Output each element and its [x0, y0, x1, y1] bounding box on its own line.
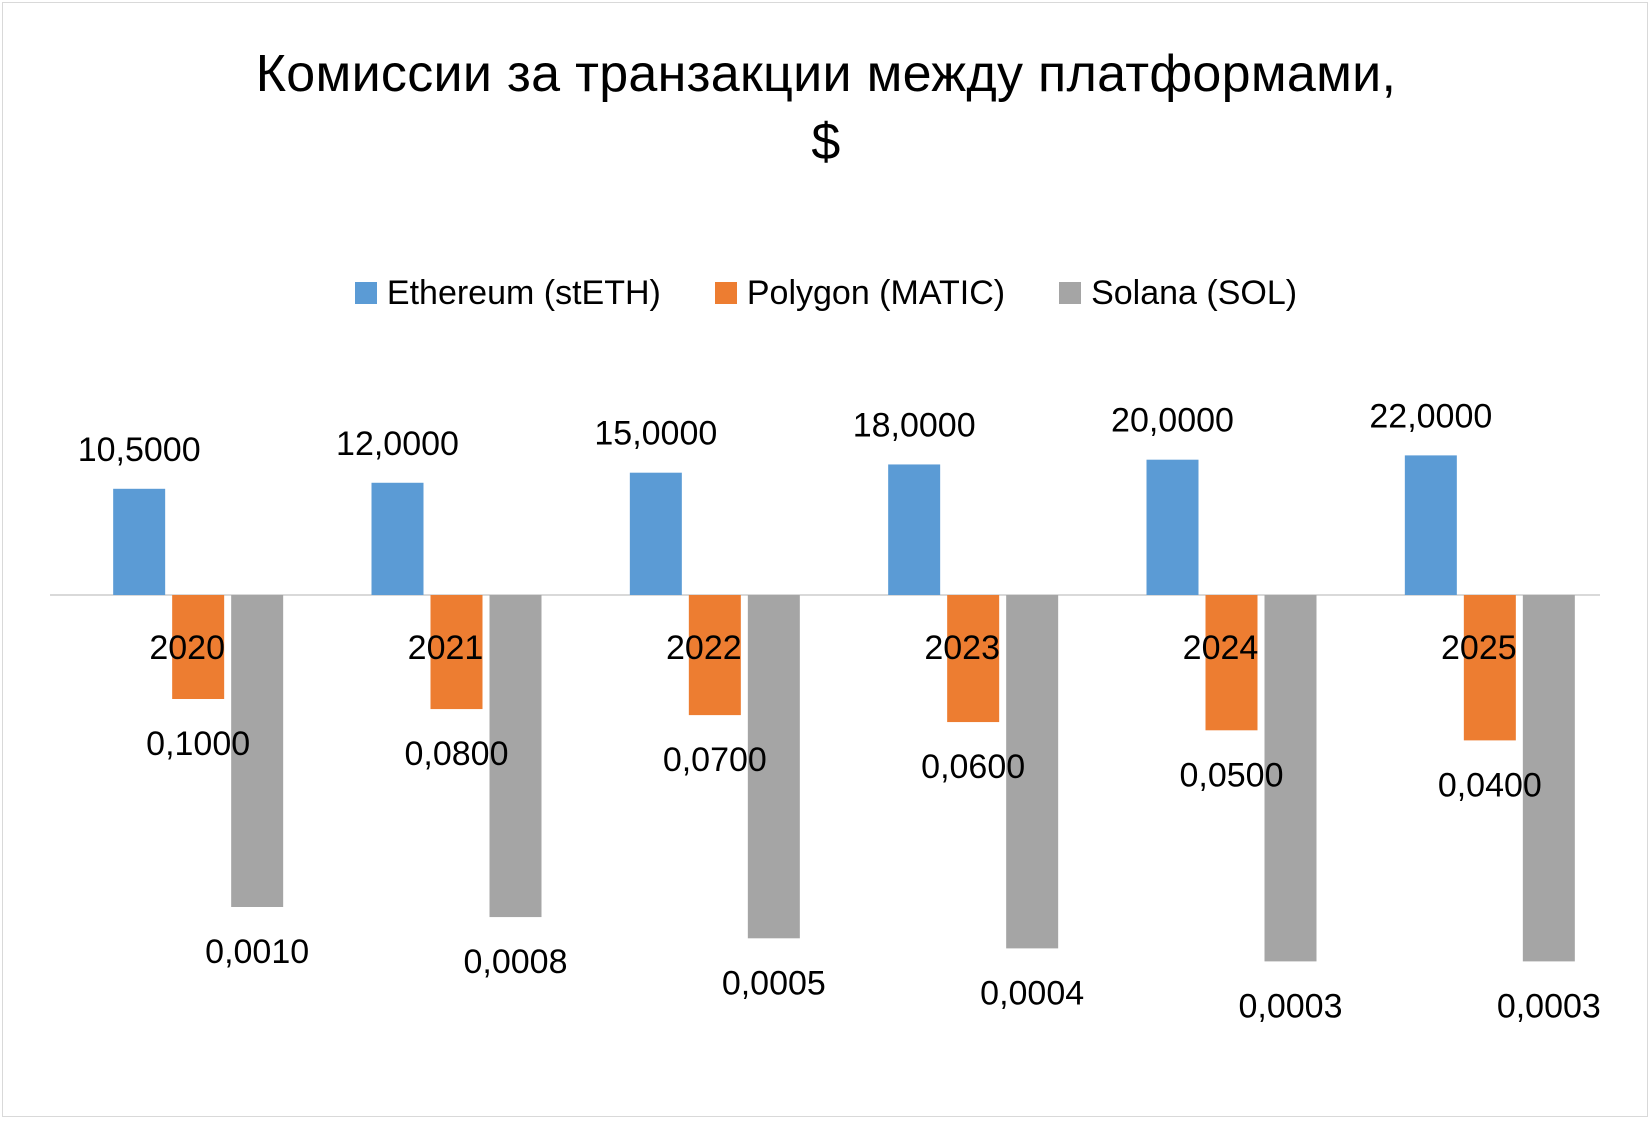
legend-swatch-solana	[1059, 282, 1082, 304]
data-label-polygon-2023: 0,0600	[921, 748, 1025, 786]
data-label-solana-2025: 0,0003	[1497, 987, 1601, 1025]
category-label-2023: 2023	[924, 629, 1000, 667]
bar-ethereum-2021	[371, 482, 424, 595]
bar-solana-2025	[1522, 595, 1575, 962]
data-label-polygon-2021: 0,0800	[405, 735, 509, 773]
data-label-ethereum-2021: 12,0000	[336, 425, 459, 463]
bar-solana-2023	[1006, 595, 1059, 949]
legend-label-ethereum: Ethereum (stETH)	[386, 273, 661, 312]
legend-item-solana: Solana (SOL)	[1059, 274, 1297, 313]
bar-ethereum-2022	[629, 472, 682, 595]
bar-solana-2022	[747, 595, 800, 939]
data-label-polygon-2022: 0,0700	[663, 741, 767, 779]
category-label-2024: 2024	[1183, 629, 1259, 667]
data-label-ethereum-2020: 10,5000	[78, 431, 201, 469]
category-label-2021: 2021	[408, 629, 484, 667]
bar-polygon-2020	[172, 595, 225, 699]
bar-ethereum-2020	[113, 488, 166, 595]
bar-ethereum-2024	[1146, 459, 1199, 595]
data-label-ethereum-2024: 20,0000	[1111, 402, 1234, 440]
chart-legend: Ethereum (stETH) Polygon (MATIC) Solana …	[0, 268, 1652, 318]
legend-swatch-polygon	[714, 282, 737, 304]
bar-solana-2021	[489, 595, 542, 918]
bar-solana-2024	[1264, 595, 1317, 962]
legend-swatch-ethereum	[354, 282, 377, 304]
chart-title: Комиссии за транзакции между платформами…	[0, 40, 1652, 176]
bar-ethereum-2025	[1404, 455, 1457, 595]
data-label-solana-2021: 0,0008	[464, 943, 568, 981]
data-label-polygon-2025: 0,0400	[1438, 766, 1542, 804]
chart-title-line-2: $	[811, 113, 841, 171]
data-label-polygon-2020: 0,1000	[146, 725, 250, 763]
chart-title-line-1: Комиссии за транзакции между платформами…	[255, 45, 1397, 103]
data-label-ethereum-2022: 15,0000	[594, 415, 717, 453]
bar-ethereum-2023	[888, 464, 941, 595]
legend-label-polygon: Polygon (MATIC)	[746, 273, 1006, 312]
data-label-ethereum-2023: 18,0000	[853, 406, 976, 444]
bar-solana-2020	[231, 595, 284, 907]
data-label-polygon-2024: 0,0500	[1180, 756, 1284, 794]
bar-polygon-2021	[430, 595, 483, 710]
data-label-solana-2020: 0,0010	[205, 933, 309, 971]
category-label-2020: 2020	[149, 629, 225, 667]
bar-polygon-2022	[688, 595, 741, 716]
data-label-solana-2024: 0,0003	[1239, 987, 1343, 1025]
category-label-2025: 2025	[1441, 629, 1517, 667]
legend-label-solana: Solana (SOL)	[1091, 273, 1298, 312]
data-label-ethereum-2025: 22,0000	[1369, 397, 1492, 435]
legend-item-ethereum: Ethereum (stETH)	[354, 273, 661, 313]
bar-polygon-2025	[1463, 595, 1516, 741]
bar-polygon-2023	[947, 595, 1000, 723]
bar-polygon-2024	[1205, 595, 1258, 731]
legend-item-polygon: Polygon (MATIC)	[714, 273, 1006, 313]
category-label-2022: 2022	[666, 629, 742, 667]
data-label-solana-2023: 0,0004	[980, 974, 1084, 1012]
data-label-solana-2022: 0,0005	[722, 964, 826, 1002]
